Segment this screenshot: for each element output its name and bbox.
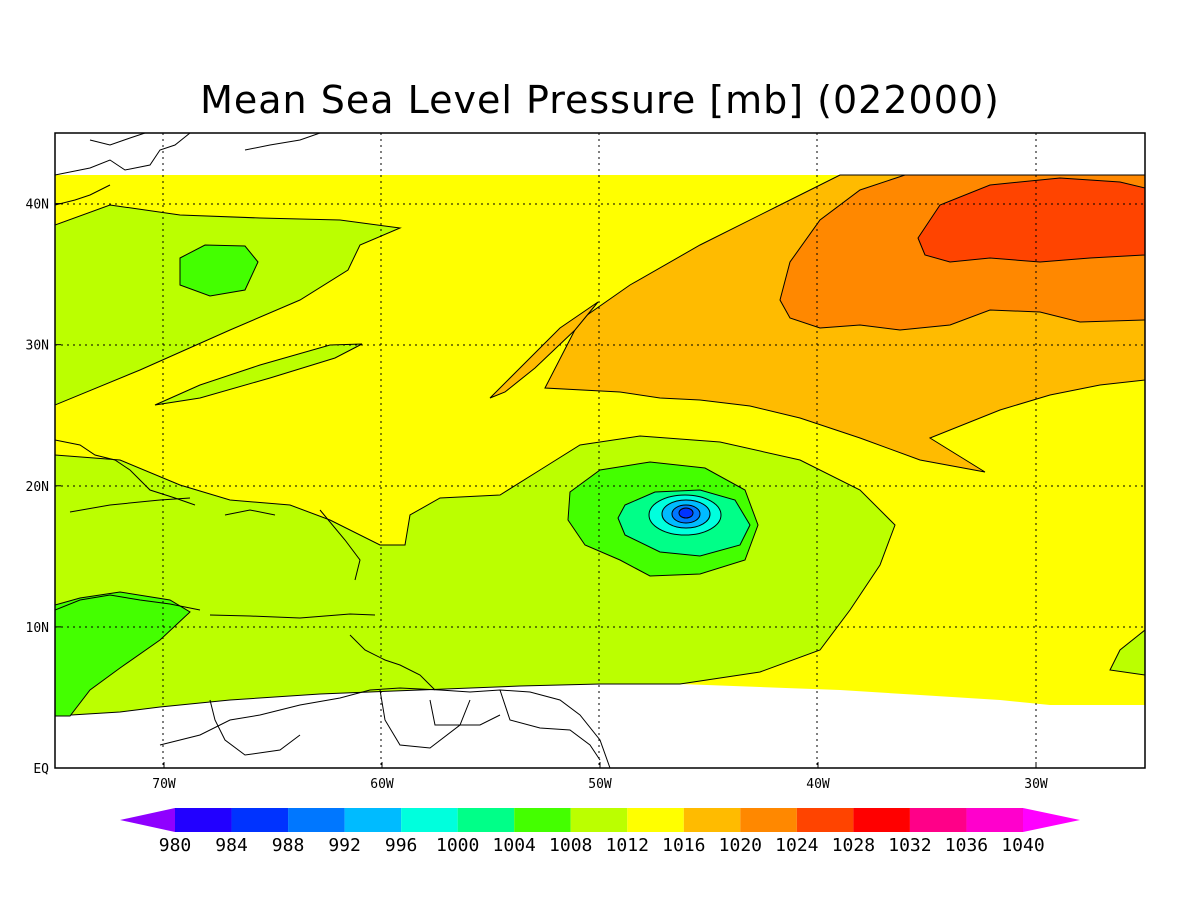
plot-area — [55, 133, 1145, 768]
contour-region-1004-1008-sw — [55, 591, 191, 717]
colorbar-label: 1032 — [888, 835, 931, 856]
colorbar-swatch — [457, 808, 515, 832]
colorbar-swatch — [514, 808, 571, 832]
lat-lon-grid — [55, 133, 1145, 768]
y-tick-label: 20N — [26, 480, 49, 495]
colorbar-swatch — [344, 808, 402, 832]
colorbar-swatch — [966, 808, 1023, 832]
contour-band-1008-1012-streak — [154, 343, 363, 406]
x-tick-label: 70W — [152, 777, 176, 792]
contour-region-1024-1028-ne — [917, 177, 1145, 263]
colorbar-label: 1036 — [945, 835, 988, 856]
colorbar-label: 1028 — [832, 835, 875, 856]
x-tick-label: 60W — [370, 777, 394, 792]
colorbar-swatch — [909, 808, 967, 832]
colorbar-label: 1024 — [775, 835, 818, 856]
colorbar-swatch — [796, 808, 854, 832]
colorbar-label: 1012 — [606, 835, 649, 856]
colorbar-under-arrow — [120, 808, 175, 832]
colorbar-swatch — [288, 808, 345, 832]
contour-region-1008-1012-west — [55, 204, 402, 406]
x-tick-label: 50W — [588, 777, 612, 792]
colorbar-label: 988 — [272, 835, 305, 856]
colorbar: 980 984 988 992 996 1000 1004 1008 1012 1016 1020 1… — [120, 808, 1080, 856]
colorbar-swatch — [853, 808, 910, 832]
colorbar-swatch — [175, 808, 232, 832]
y-tick-label: 30N — [26, 339, 49, 354]
colorbar-swatch — [740, 808, 797, 832]
colorbar-label: 980 — [159, 835, 192, 856]
x-axis: 70W 60W 50W 40W 30W — [152, 762, 1048, 792]
contour-band-1016-1020-streak — [489, 301, 599, 399]
x-tick-label: 30W — [1024, 777, 1048, 792]
map-title: Mean Sea Level Pressure [mb] (022000) — [200, 78, 1000, 122]
colorbar-label: 1040 — [1001, 835, 1044, 856]
colorbar-label: 996 — [385, 835, 418, 856]
colorbar-swatch — [683, 808, 741, 832]
colorbar-swatch — [570, 808, 628, 832]
contour-region-1008-1012-east — [1109, 629, 1145, 676]
y-tick-label: EQ — [33, 762, 49, 777]
coastlines — [55, 133, 611, 768]
y-tick-label: 40N — [26, 198, 49, 213]
colorbar-label: 984 — [215, 835, 248, 856]
colorbar-over-arrow — [1023, 808, 1080, 832]
lowlat-no-data-mask — [55, 684, 1145, 768]
colorbar-label: 1008 — [549, 835, 592, 856]
x-tick-label: 40W — [806, 777, 830, 792]
colorbar-label: 1004 — [493, 835, 536, 856]
contour-region-984-988-low — [678, 507, 694, 519]
y-axis: EQ 10N 20N 30N 40N — [26, 198, 61, 777]
colorbar-swatch — [627, 808, 684, 832]
colorbar-swatch — [401, 808, 458, 832]
y-tick-label: 10N — [26, 621, 49, 636]
contour-region-1004-1008-west — [179, 244, 259, 297]
colorbar-label: 1000 — [436, 835, 479, 856]
colorbar-swatch — [231, 808, 289, 832]
colorbar-label: 1020 — [719, 835, 762, 856]
colorbar-label: 1016 — [662, 835, 705, 856]
colorbar-label: 992 — [328, 835, 361, 856]
